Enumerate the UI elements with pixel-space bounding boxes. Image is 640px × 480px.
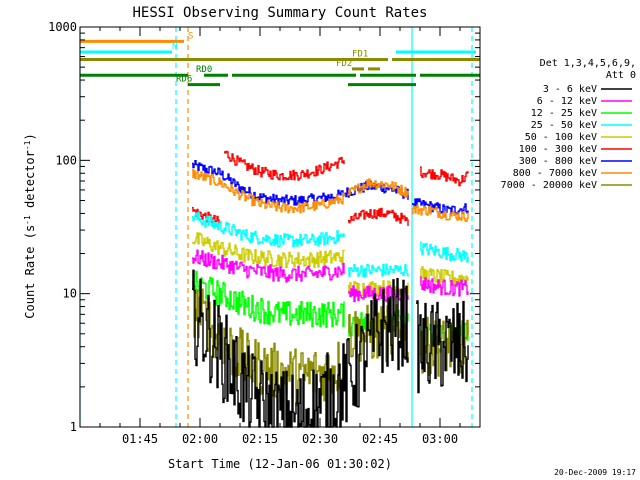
y-tick-label: 1: [70, 420, 77, 434]
x-tick-label: 02:00: [182, 432, 218, 446]
series-line: [192, 232, 345, 269]
y-label-part-1: Count Rate (s: [23, 225, 37, 319]
x-tick-label: 02:45: [362, 432, 398, 446]
x-tick-label: 01:45: [122, 432, 158, 446]
y-label-sup-1: -1: [23, 215, 32, 225]
legend-entry-label: 7000 - 20000 keV: [501, 180, 597, 191]
flag-label: FD2: [336, 59, 352, 69]
series-line: [416, 300, 469, 394]
legend-entry-label: 3 - 6 keV: [543, 84, 597, 95]
legend-entry-label: 6 - 12 keV: [537, 96, 597, 107]
y-label-part-3: ): [23, 133, 37, 140]
series-line: [192, 270, 345, 328]
series-line: [348, 178, 409, 198]
y-axis-label: Count Rate (s-1 detector-1): [23, 133, 38, 318]
legend-entry-label: 100 - 300 keV: [519, 144, 597, 155]
x-axis-label: Start Time (12-Jan-06 01:30:02): [168, 457, 392, 471]
series-line: [420, 241, 469, 263]
legend-entry-label: 800 - 7000 keV: [513, 168, 597, 179]
series-line: [192, 211, 345, 248]
x-tick-label: 02:15: [242, 432, 278, 446]
series-line: [192, 249, 345, 283]
y-tick-label: 100: [55, 153, 77, 167]
legend-entry-label: 50 - 100 keV: [525, 132, 597, 143]
flag-label: S: [188, 31, 193, 41]
y-label-part-2: detector: [23, 150, 37, 215]
series-line: [192, 160, 349, 206]
legend-entry-label: 300 - 800 keV: [519, 156, 597, 167]
y-label-sup-2: -1: [23, 140, 32, 150]
x-tick-label: 02:30: [302, 432, 338, 446]
timestamp: 20-Dec-2009 19:17: [554, 468, 636, 477]
series-line: [224, 150, 345, 181]
series-line: [192, 168, 345, 214]
chart-title: HESSI Observing Summary Count Rates: [132, 5, 427, 21]
y-tick-label: 10: [63, 287, 77, 301]
plot-frame: [79, 26, 481, 428]
flag-label: RD6: [176, 75, 192, 85]
legend-header: Det 1,3,4,5,6,9,: [540, 58, 636, 69]
series-line: [348, 263, 409, 278]
flag-label: N: [172, 42, 177, 52]
flag-label: RD0: [196, 65, 212, 75]
legend-entry-label: 12 - 25 keV: [531, 108, 597, 119]
series-line: [420, 276, 469, 297]
x-tick-label: 03:00: [422, 432, 458, 446]
series-line: [412, 204, 469, 222]
legend-entry-label: 25 - 50 keV: [531, 120, 597, 131]
series-line: [348, 207, 409, 226]
series-line: [192, 269, 409, 428]
flag-label: FD1: [352, 50, 368, 60]
y-tick-label: 1000: [48, 20, 77, 34]
series-line: [420, 166, 469, 187]
legend-header: Att 0: [606, 70, 636, 81]
